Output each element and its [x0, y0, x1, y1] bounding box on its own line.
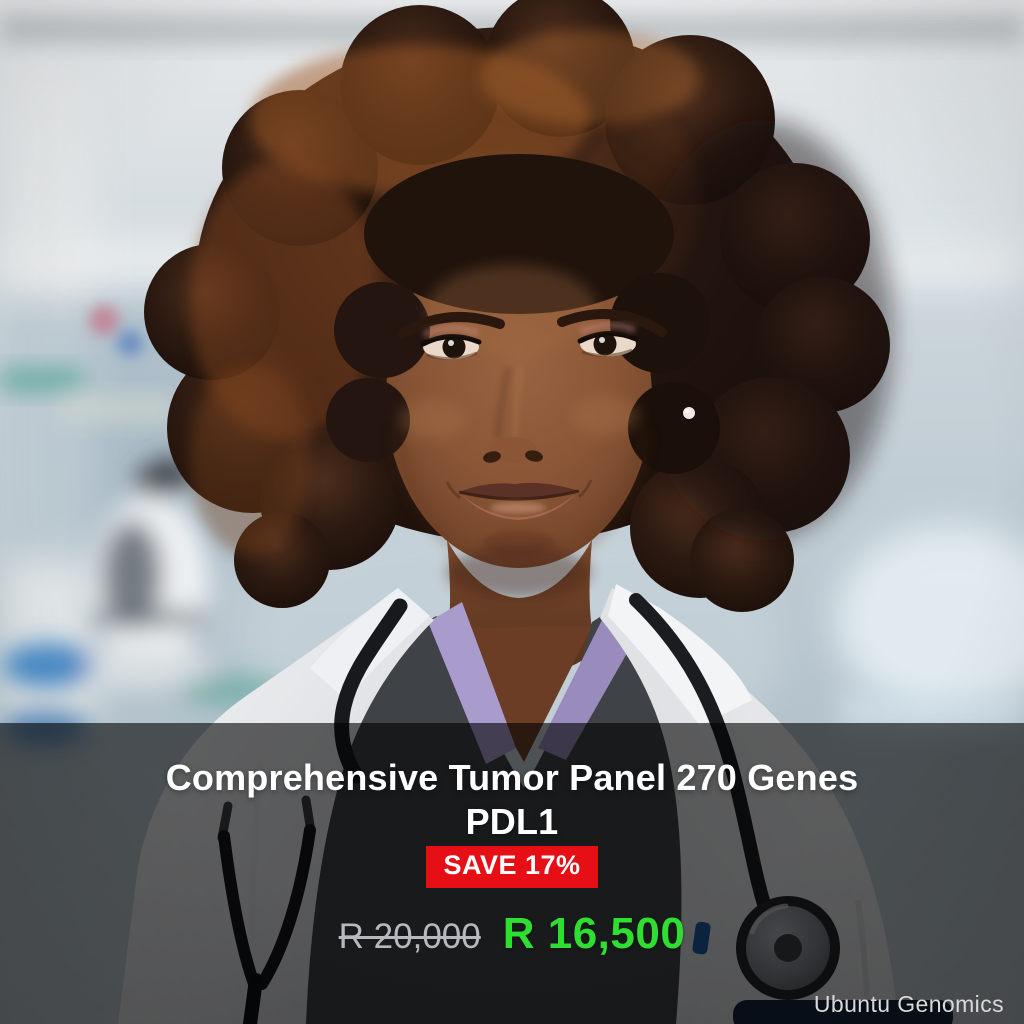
save-badge: SAVE 17%: [426, 846, 598, 888]
badge-row: SAVE 17%: [0, 846, 1024, 888]
product-title-line2: PDL1: [465, 801, 559, 842]
brand-watermark: Ubuntu Genomics: [813, 991, 1004, 1017]
product-title-line1: Comprehensive Tumor Panel 270 Genes: [165, 757, 859, 798]
new-price: R 16,500: [502, 909, 686, 958]
price-row: R 20,000 R 16,500: [0, 909, 1024, 959]
old-price: R 20,000: [338, 917, 481, 956]
promo-text-block: Comprehensive Tumor Panel 270 Genes PDL1…: [0, 756, 1024, 959]
